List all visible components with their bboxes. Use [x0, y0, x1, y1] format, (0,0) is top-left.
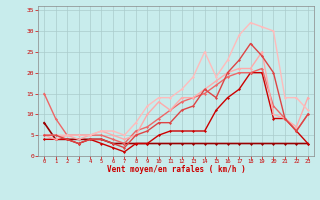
X-axis label: Vent moyen/en rafales ( km/h ): Vent moyen/en rafales ( km/h ) [107, 165, 245, 174]
